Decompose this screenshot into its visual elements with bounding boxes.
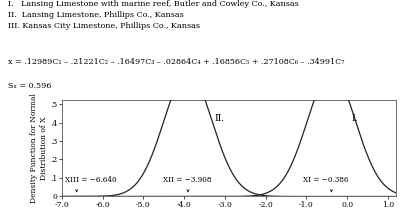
Y-axis label: Density Function for Normal
Distribution of X: Density Function for Normal Distribution… <box>30 93 48 203</box>
Text: II.: II. <box>215 115 225 124</box>
Text: x = .12989C₁ – .21221C₂ – .16497C₃ – .02864C₄ + .16856C₅ + .27108C₆ – .34991C₇: x = .12989C₁ – .21221C₂ – .16497C₃ – .02… <box>8 58 344 66</box>
Text: I.   Lansing Limestone with marine reef, Butler and Cowley Co., Kansas
II.  Lans: I. Lansing Limestone with marine reef, B… <box>8 0 299 30</box>
Text: I.: I. <box>351 115 358 124</box>
Text: XI = −0.386: XI = −0.386 <box>303 176 349 184</box>
Text: XII = −3.908: XII = −3.908 <box>163 176 212 184</box>
Text: XIII = −6.640: XIII = −6.640 <box>65 176 116 184</box>
Text: Sₓ = 0.596: Sₓ = 0.596 <box>8 82 51 90</box>
